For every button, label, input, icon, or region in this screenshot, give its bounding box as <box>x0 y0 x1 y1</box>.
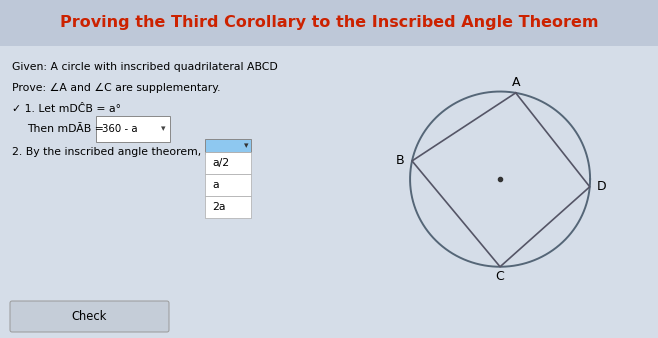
Text: C: C <box>495 270 505 283</box>
Text: B: B <box>395 154 405 167</box>
Text: 360 - a: 360 - a <box>102 124 138 134</box>
Text: D: D <box>597 180 607 193</box>
Text: Proving the Third Corollary to the Inscribed Angle Theorem: Proving the Third Corollary to the Inscr… <box>60 15 598 30</box>
FancyBboxPatch shape <box>205 173 251 195</box>
Text: ▾: ▾ <box>243 141 248 150</box>
Text: A: A <box>511 76 520 89</box>
Text: a: a <box>212 179 218 190</box>
Text: ✓ 1. Let mDĈB = a°: ✓ 1. Let mDĈB = a° <box>12 104 121 114</box>
FancyBboxPatch shape <box>205 151 251 173</box>
Text: Then mDĀB =: Then mDĀB = <box>27 124 107 134</box>
FancyBboxPatch shape <box>10 301 169 332</box>
FancyBboxPatch shape <box>96 116 170 142</box>
Text: Prove: ∠A and ∠C are supplementary.: Prove: ∠A and ∠C are supplementary. <box>12 83 220 93</box>
Text: Given: A circle with inscribed quadrilateral ABCD: Given: A circle with inscribed quadrilat… <box>12 62 278 72</box>
FancyBboxPatch shape <box>205 195 251 218</box>
Text: a/2: a/2 <box>212 158 229 168</box>
Text: ▾: ▾ <box>161 124 165 134</box>
Text: Check: Check <box>72 310 107 323</box>
Text: 2a: 2a <box>212 201 226 212</box>
FancyBboxPatch shape <box>205 139 251 151</box>
FancyBboxPatch shape <box>0 0 658 46</box>
Text: 2. By the inscribed angle theorem, m∠A =: 2. By the inscribed angle theorem, m∠A = <box>12 147 245 158</box>
